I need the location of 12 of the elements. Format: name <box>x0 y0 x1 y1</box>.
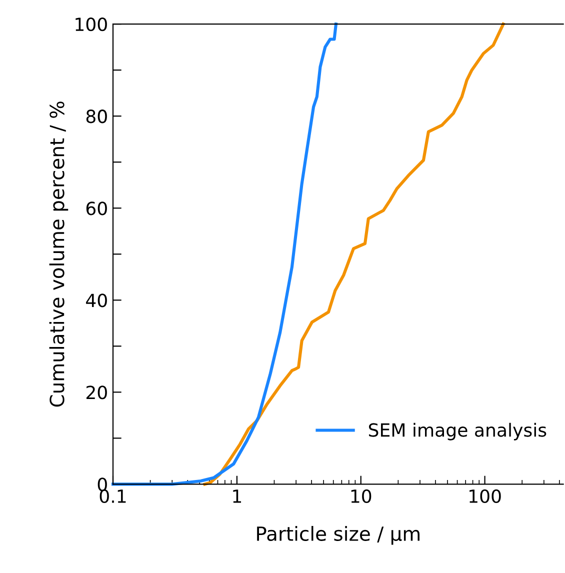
y-axis-title: Cumulative volume percent / % <box>49 102 68 407</box>
y-tick-label: 100 <box>76 18 107 32</box>
y-tick-label: 60 <box>86 202 107 216</box>
x-tick-label: 0.1 <box>100 489 126 504</box>
x-axis-title: Particle size / µm <box>257 526 420 545</box>
y-tick-label: 40 <box>86 294 107 308</box>
y-tick-label: 20 <box>86 386 107 400</box>
x-tick-label: 100 <box>470 489 501 504</box>
x-tick-label: 1 <box>233 490 242 503</box>
y-tick-label: 80 <box>86 110 107 124</box>
legend-label: SEM image analysis <box>368 422 546 440</box>
x-tick-label: 10 <box>351 489 372 504</box>
